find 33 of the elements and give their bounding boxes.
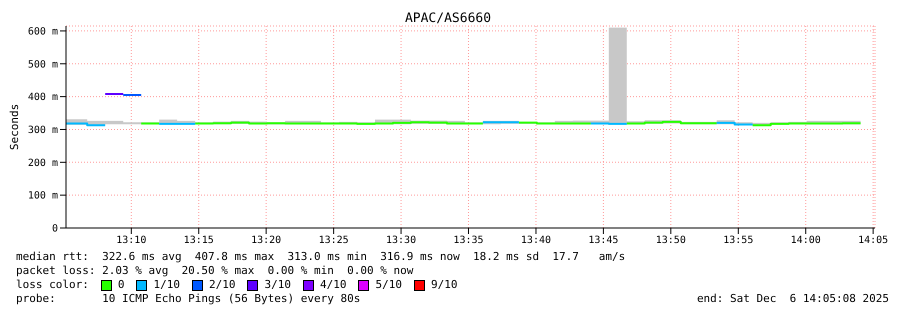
- x-tick-label: 13:35: [453, 235, 484, 246]
- y-tick-label: 400 m: [28, 92, 58, 104]
- legend-label: 4/10: [320, 278, 346, 292]
- y-tick-label: 200 m: [28, 158, 58, 169]
- y-tick-label: 0: [52, 224, 58, 235]
- x-tick-label: 14:00: [790, 235, 821, 246]
- x-tick-label: 13:50: [656, 235, 686, 246]
- legend-title: loss color:: [16, 278, 89, 292]
- x-tick-label: 13:20: [251, 235, 282, 246]
- legend-label: 0: [118, 278, 124, 292]
- x-tick-label: 13:10: [116, 235, 146, 246]
- legend-label: 9/10: [430, 278, 458, 292]
- y-tick-label: 500 m: [28, 59, 58, 70]
- x-tick-label: 13:15: [184, 235, 214, 246]
- text: end: Sat Dec 6 14:05:08 2025: [696, 292, 889, 306]
- y-axis-title: Seconds: [8, 104, 21, 150]
- y-tick-label: 300 m: [28, 125, 58, 136]
- legend-label: 2/10: [208, 278, 236, 292]
- x-tick-label: 13:55: [723, 235, 754, 246]
- text: probe: 10 ICMP Echo Pings (56 Bytes) every 80s: [16, 292, 360, 306]
- y-tick-label: 600 m: [28, 26, 58, 38]
- legend-label: 1/10: [153, 278, 180, 292]
- x-tick-label: 13:40: [520, 235, 552, 246]
- legend-label: 3/10: [264, 278, 291, 292]
- legend-label: 5/10: [375, 278, 402, 292]
- x-tick-label: 13:25: [318, 235, 349, 246]
- x-tick-label: 13:45: [588, 235, 618, 246]
- chart-title: APAC/AS6660: [404, 11, 492, 26]
- x-tick-label: 14:05: [858, 235, 888, 246]
- text: median rtt: 322.6 ms avg 407.8 ms max 313.0 ms min 316.9 ms now 18.2 ms sd 17.7 am/s: [16, 250, 626, 264]
- text: packet loss: 2.03 % avg 20.50 % max 0.00 % min 0.00 % now: [16, 264, 414, 278]
- x-tick-label: 13:30: [386, 235, 416, 246]
- y-tick-label: 100 m: [28, 190, 58, 202]
